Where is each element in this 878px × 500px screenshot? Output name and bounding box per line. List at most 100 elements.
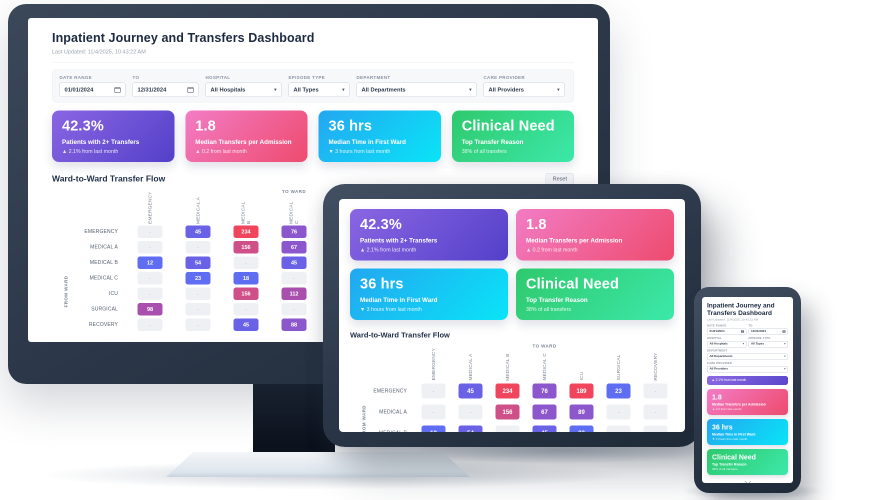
kpi-card-median-transfers-per-admission: 1.8 Median Transfers per Admission ▲ 0.2 f… xyxy=(516,209,674,261)
kpi-label: Patients with 2+ Transfers xyxy=(62,138,140,146)
select-care-provider[interactable]: All Providers ▾ xyxy=(707,365,788,373)
select-hospital[interactable]: All Hospitals ▾ xyxy=(707,340,747,348)
date-input-date-range[interactable]: 01/01/2024 xyxy=(59,82,126,97)
heatmap-cell-empty: - xyxy=(233,256,259,269)
kpi-delta: ▼ 3 hours from last month xyxy=(328,148,391,155)
kpi-value: Clinical Need xyxy=(461,118,555,134)
heatmap-row-label-emergency: EMERGENCY xyxy=(373,388,407,394)
filter-label: CARE PROVIDER xyxy=(483,75,525,80)
reset-button[interactable]: Reset xyxy=(545,173,574,185)
select-episode-type[interactable]: All Types ▾ xyxy=(288,82,350,97)
kpi-label: Top Transfer Reason xyxy=(461,138,524,146)
heatmap-row-label-medical-b: MEDICAL B xyxy=(89,260,118,266)
kpi-delta: ▲ 0.2 from last month xyxy=(712,407,742,411)
filter-value: All Providers xyxy=(709,367,729,371)
filter-row: CARE PROVIDER All Providers ▾ xyxy=(707,362,788,373)
filter-label: TO xyxy=(132,75,140,80)
date-input-to[interactable]: 12/31/2024 xyxy=(748,328,788,335)
heatmap-cell-empty: - xyxy=(421,383,446,399)
heatmap-cell[interactable]: 45 xyxy=(281,256,307,269)
heatmap-cell[interactable]: 88 xyxy=(281,318,307,331)
kpi-value: 1.8 xyxy=(526,216,547,233)
filter-bar: DATE RANGE 01/01/2024 TO 12/31/2024 HOSPITAL… xyxy=(52,69,574,103)
heatmap-cell[interactable]: 76 xyxy=(532,383,557,399)
heatmap-cell-wrap: - xyxy=(600,402,637,423)
kpi-delta: ▲ 0.2 from last month xyxy=(195,148,247,155)
heatmap-cell-wrap: - xyxy=(637,381,674,402)
heatmap-cell[interactable]: 67 xyxy=(532,404,557,420)
heatmap-cell-wrap: 45 xyxy=(174,224,222,240)
heatmap-cell[interactable]: 98 xyxy=(137,303,163,316)
heatmap-x-axis-label: TO WARD xyxy=(532,343,557,349)
heatmap-cell[interactable]: 54 xyxy=(185,256,211,269)
monitor-stand-base xyxy=(166,452,470,477)
heatmap-y-axis-label: FROM WARD xyxy=(361,405,367,432)
heatmap-cell[interactable]: 234 xyxy=(233,225,259,238)
heatmap-cell[interactable]: 23 xyxy=(185,272,211,285)
heatmap-cell[interactable]: 45 xyxy=(532,425,557,432)
heatmap-cell-wrap: - xyxy=(174,317,222,333)
heatmap-cell[interactable]: 12 xyxy=(137,256,163,269)
date-input-date-range[interactable]: 01/01/2024 xyxy=(707,328,747,335)
kpi-card-stack: 1.8 Median Transfers per Admission ▲ 0.2 f… xyxy=(707,388,788,475)
heatmap-cell[interactable]: 45 xyxy=(233,318,259,331)
kpi-card-patients-with-2-transfers: 42.3% Patients with 2+ Transfers ▲ 2.1% fr… xyxy=(52,110,175,162)
chevron-down-icon: ▾ xyxy=(274,87,277,92)
heatmap-col-label-text: SURGICAL xyxy=(615,354,622,381)
heatmap-cell[interactable]: 89 xyxy=(569,404,594,420)
heatmap-cell-empty: - xyxy=(185,318,211,331)
filter-value: All Providers xyxy=(488,86,524,93)
heatmap-cell[interactable]: 67 xyxy=(281,241,307,254)
heatmap-col-label-text: ICU xyxy=(578,371,585,381)
chevron-down-icon[interactable] xyxy=(744,478,751,483)
filter-label: DEPARTMENT xyxy=(707,349,728,353)
filter-value: 01/01/2024 xyxy=(64,86,94,93)
heatmap-cell[interactable]: 76 xyxy=(281,225,307,238)
heatmap-grid: EMERGENCY MEDICAL A MEDICAL B MEDICAL C ICU S… xyxy=(350,348,674,432)
heatmap-cell-wrap: - xyxy=(126,240,174,256)
kpi-value: 36 hrs xyxy=(360,276,404,292)
kpi-value: 36 hrs xyxy=(712,422,733,431)
filter-label: DATE RANGE xyxy=(59,75,92,80)
select-hospital[interactable]: All Hospitals ▾ xyxy=(205,82,282,97)
filter-field-hospital: HOSPITAL All Hospitals ▾ xyxy=(707,337,747,348)
kpi-label: Patients with 2+ Transfers xyxy=(360,237,438,244)
heatmap-cell-empty: - xyxy=(643,425,668,432)
heatmap-cell[interactable]: 156 xyxy=(233,241,259,254)
filter-value: 12/31/2024 xyxy=(137,86,167,93)
filter-label: HOSPITAL xyxy=(205,75,231,80)
heatmap-row-label-medical-a: MEDICAL A xyxy=(90,244,118,251)
heatmap-cell-wrap: 23 xyxy=(563,423,600,432)
heatmap-cell[interactable]: 18 xyxy=(233,272,259,285)
heatmap-cell-wrap: - xyxy=(415,381,452,402)
heatmap-cell-wrap: 45 xyxy=(270,255,318,271)
heatmap-cell[interactable]: 54 xyxy=(458,425,483,432)
filter-value: 01/01/2024 xyxy=(709,330,725,334)
heatmap-cell[interactable]: 12 xyxy=(421,425,446,432)
heatmap-cell[interactable]: 23 xyxy=(606,383,631,399)
filter-field-department: DEPARTMENT All Departments ▾ xyxy=(707,349,788,360)
chevron-down-icon: ▾ xyxy=(557,87,560,92)
select-department[interactable]: All Departments ▾ xyxy=(356,82,477,97)
select-department[interactable]: All Departments ▾ xyxy=(707,353,788,360)
heatmap-cell[interactable]: 156 xyxy=(495,404,520,420)
heatmap-cell[interactable]: 45 xyxy=(185,225,211,238)
date-input-to[interactable]: 12/31/2024 xyxy=(132,82,199,97)
heatmap-cell[interactable]: 45 xyxy=(458,383,483,399)
page-title: Inpatient Journey and Transfers Dashboar… xyxy=(52,31,315,45)
heatmap-cell-wrap: 54 xyxy=(452,423,489,432)
kpi-card-median-transfers-per-admission: 1.8 Median Transfers per Admission ▲ 0.2 f… xyxy=(707,388,788,415)
transfer-flow-section-header: Ward-to-Ward Transfer Flow xyxy=(350,331,674,340)
heatmap-cell[interactable]: 156 xyxy=(233,287,259,300)
heatmap-cell[interactable]: 234 xyxy=(495,383,520,399)
heatmap-row-label-emergency: EMERGENCY xyxy=(84,229,118,235)
heatmap-cell[interactable]: 189 xyxy=(569,383,594,399)
heatmap-cell[interactable]: 23 xyxy=(569,425,594,432)
heatmap-cell[interactable]: 112 xyxy=(281,287,307,300)
select-care-provider[interactable]: All Providers ▾ xyxy=(483,82,565,97)
last-updated-text: Last Updated: 11/4/2025, 10:43:22 AM xyxy=(52,49,146,55)
heatmap-cell-wrap: - xyxy=(270,302,318,318)
select-episode-type[interactable]: All Types ▾ xyxy=(748,340,788,348)
heatmap-cell-empty: - xyxy=(137,318,163,331)
heatmap-cell-empty: - xyxy=(281,303,307,316)
